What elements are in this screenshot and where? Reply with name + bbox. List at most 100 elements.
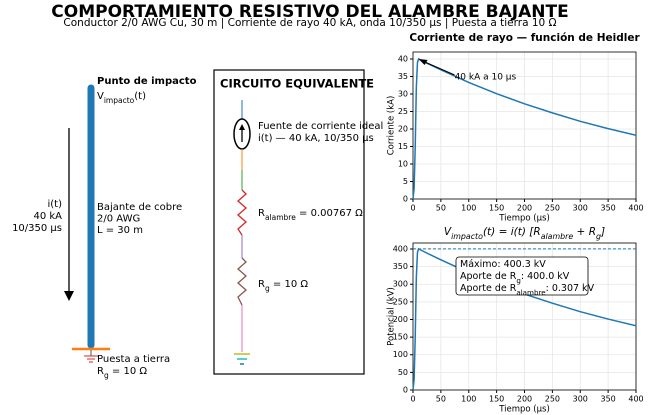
current-arrow-head [64,291,74,301]
info-box [455,256,589,296]
x-tick-label: 250 [545,395,560,404]
x-tick-label: 100 [461,395,476,404]
chart-title-part: V [444,226,452,238]
ground-resistance-part: R [97,366,104,377]
y-tick-label: 50 [398,368,408,377]
subtitle: Conductor 2/0 AWG Cu, 30 m | Corriente d… [63,17,556,29]
chart-title-part: impacto [451,232,483,241]
x-tick-label: 300 [573,395,588,404]
r-wire-label-part: R [258,208,265,219]
data-line [412,57,637,200]
data-line [412,247,637,391]
chart-title-part: alambre [541,232,574,241]
info-line-part: Máximo: 400.3 kV [460,259,546,270]
source-arrow-head [239,124,245,130]
plot-frame [412,51,637,200]
chart-title: Vimpacto(t) = i(t) [Ralambre + Rg] [444,226,605,241]
y-axis-label: Corriente (kA) [387,96,397,156]
y-tick-label: 40 [398,55,408,64]
annotation-arrow [422,60,455,76]
info-line-part: Aporte de R [460,271,517,282]
impact-voltage-part: V [97,91,104,102]
info-line: Aporte de Ralambre: 0.307 kV [460,283,595,297]
source-label: Fuente de corriente ideal [258,121,383,132]
current-label: 10/350 µs [12,223,62,234]
r-ground-label: Rg = 10 Ω [258,279,308,293]
x-tick-label: 400 [628,204,643,213]
x-tick-label: 350 [600,204,615,213]
plot-frame [412,242,637,391]
y-tick-label: 20 [398,125,408,134]
conductor-label: 2/0 AWG [97,214,140,225]
y-tick-label: 25 [398,107,408,116]
x-tick-label: 100 [461,204,476,213]
y-tick-label: 200 [393,315,408,324]
impact-voltage: Vimpacto(t) [97,91,146,105]
x-tick-label: 150 [489,395,504,404]
impact-voltage-part: impacto [104,96,135,105]
current-label: i(t) [47,199,62,210]
info-line: Máximo: 400.3 kV [460,259,546,270]
y-tick-label: 100 [393,350,408,359]
y-tick-label: 5 [403,177,408,186]
y-tick-label: 350 [393,262,408,271]
r-ground-label-part: g [265,284,270,293]
current-label: 40 kA [33,211,62,222]
impact-title: Punto de impacto [97,76,197,87]
chart-title-part: + R [573,226,596,238]
x-tick-label: 300 [573,204,588,213]
chart-title-part: (t) = i(t) [R [483,226,541,238]
r-ground-label-part: = 10 Ω [270,279,309,290]
x-tick-label: 350 [600,395,615,404]
x-tick-label: 50 [436,204,446,213]
r-wire-label-part: = 0.00767 Ω [296,208,363,219]
ground-label: Puesta a tierra [97,354,170,365]
impact-voltage-part: (t) [134,91,146,102]
y-tick-label: 15 [398,142,408,151]
x-tick-label: 150 [489,204,504,213]
main-title: COMPORTAMIENTO RESISTIVO DEL ALAMBRE BAJ… [51,2,568,22]
ground-resistance: Rg = 10 Ω [97,366,147,380]
x-tick-label: 50 [436,395,446,404]
info-line-part: : 0.307 kV [546,283,595,294]
y-tick-label: 30 [398,90,408,99]
y-tick-label: 10 [398,160,408,169]
x-tick-label: 400 [628,395,643,404]
r-ground-label-part: R [258,279,265,290]
info-line-part: : 400.0 kV [521,271,570,282]
x-tick-label: 0 [410,395,415,404]
ground-resistance-part: = 10 Ω [109,366,148,377]
chart-title-part: g [596,232,601,241]
x-axis-label: Tiempo (µs) [498,405,550,415]
x-axis-label: Tiempo (µs) [498,214,550,224]
y-tick-label: 400 [393,244,408,253]
x-tick-label: 200 [517,204,532,213]
y-tick-label: 150 [393,333,408,342]
y-tick-label: 0 [403,195,408,204]
chart-title-part: ] [600,226,605,238]
chart-title: Corriente de rayo — función de Heidler [409,32,640,44]
y-tick-label: 0 [403,386,408,395]
x-tick-label: 0 [410,204,415,213]
circuit-title: CIRCUITO EQUIVALENTE [220,77,374,91]
y-axis-label: Potencial (kV) [387,287,397,346]
resistor-wire [237,189,247,236]
x-tick-label: 250 [545,204,560,213]
conductor-label: Bajante de cobre [97,202,182,213]
info-line-part: alambre [516,288,545,297]
r-wire-label: Ralambre = 0.00767 Ω [258,208,363,222]
source-label: i(t) — 40 kA, 10/350 µs [258,133,374,144]
ground-resistance-part: g [104,371,109,380]
circuit-box [213,69,365,375]
info-line-part: Aporte de R [460,283,517,294]
y-tick-label: 35 [398,72,408,81]
y-tick-label: 300 [393,280,408,289]
conductor-label: L = 30 m [97,225,143,236]
annotation-arrow-head [418,59,428,65]
r-wire-label-part: alambre [265,213,296,222]
annotation: 40 kA a 10 µs [455,73,517,83]
resistor-ground [237,257,247,306]
y-tick-label: 250 [393,297,408,306]
x-tick-label: 200 [517,395,532,404]
